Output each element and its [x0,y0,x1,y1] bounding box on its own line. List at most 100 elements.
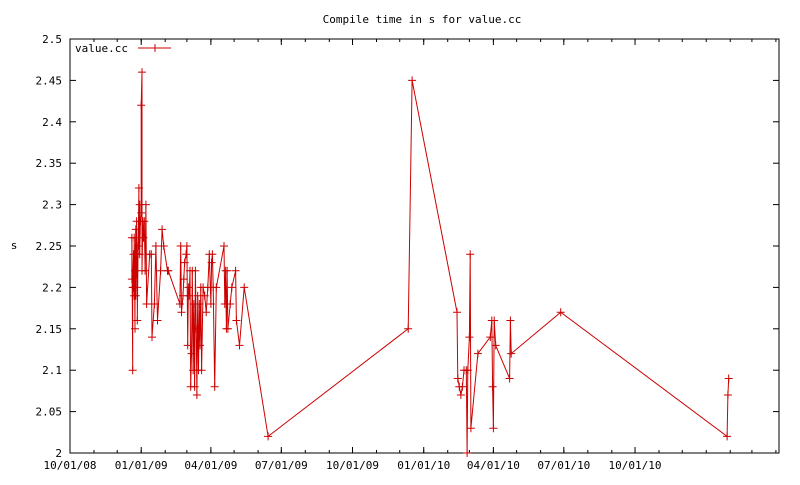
data-point [264,432,273,441]
data-point [207,258,216,267]
data-point [147,250,156,259]
data-point [141,266,150,275]
data-point [134,242,143,250]
data-point [177,308,186,317]
data-point [133,316,142,325]
x-tick-label: 04/01/10 [467,459,520,472]
data-point [153,316,162,325]
data-point [486,333,495,342]
data-point [490,316,499,325]
data-point [404,324,413,333]
legend-marker-sample [151,44,159,52]
data-point [223,324,232,333]
data-point [232,316,241,325]
y-tick-label: 2.1 [42,364,62,377]
data-point [182,242,191,250]
data-point [240,283,249,292]
data-point [556,308,565,317]
data-point [150,300,159,308]
y-tick-label: 2.3 [42,199,62,212]
data-point [141,200,150,209]
data-point [151,242,160,250]
data-point [128,366,137,375]
data-point [223,266,232,275]
data-point [463,449,472,457]
data-point [206,300,215,308]
data-point [133,283,142,292]
data-point [220,242,228,250]
chart-title: Compile time in s for value.cc [323,13,522,26]
y-tick-label: 2.35 [36,157,63,170]
data-point [131,324,139,333]
data-point [226,300,235,308]
data-point [135,250,144,259]
legend: value.cc [75,42,171,55]
data-point [456,391,465,399]
data-point [159,242,168,250]
data-point [175,300,184,308]
y-axis-label: s [11,239,18,252]
data-point [489,424,498,433]
x-tick-label: 07/01/09 [255,459,308,472]
data-point [491,341,500,350]
data-point [458,382,467,391]
data-point [179,275,188,284]
data-point [505,374,514,383]
data-point [164,266,173,275]
x-tick-label: 10/01/10 [609,459,662,472]
data-point [408,76,417,85]
data-point [127,275,136,284]
data-point [196,341,204,350]
y-tick-label: 2.2 [42,281,62,294]
y-tick-label: 2.4 [42,116,62,129]
series-layer [127,68,733,457]
data-point [488,382,497,391]
data-point [137,101,146,110]
data-point [465,333,474,342]
data-point [453,308,461,317]
data-point [131,225,140,234]
data-point [192,391,201,399]
data-point [197,366,206,375]
legend-entry-label: value.cc [75,42,128,55]
data-point [231,266,240,275]
data-point [723,432,732,441]
data-point [506,316,515,325]
data-point [193,291,202,300]
data-point [195,300,204,308]
data-point [192,324,201,333]
data-point [183,341,192,350]
data-point [235,341,244,350]
data-point [453,374,462,383]
data-point [208,250,217,259]
data-point [156,266,165,275]
data-point [130,233,139,242]
data-point [473,349,482,358]
data-point [131,266,139,275]
x-tick-label: 10/01/08 [44,459,97,472]
data-point [131,291,140,300]
data-point [466,250,475,259]
data-point [463,366,472,375]
data-point [724,374,733,383]
data-point [180,258,189,267]
data-point [212,283,221,292]
data-point [200,291,209,300]
data-point [140,217,149,226]
data-point [507,349,516,358]
data-point [466,424,475,433]
data-point [723,391,732,399]
data-point [185,291,194,300]
x-tick-label: 07/01/10 [537,459,590,472]
data-point [182,250,191,259]
x-axis-minor-ticks [69,39,777,453]
data-point [158,225,167,234]
data-point [134,184,143,192]
y-tick-label: 2.05 [36,406,63,419]
y-tick-label: 2.25 [36,240,63,253]
data-point [184,283,193,292]
y-tick-label: 2.5 [42,33,62,46]
